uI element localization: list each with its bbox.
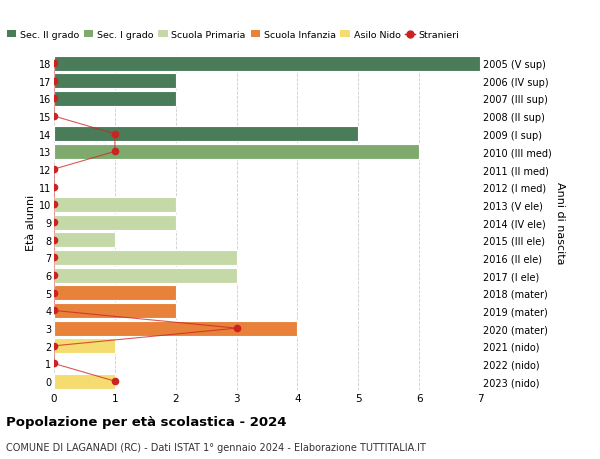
Bar	[54, 268, 236, 283]
Bar	[54, 145, 419, 160]
Y-axis label: Età alunni: Età alunni	[26, 195, 36, 251]
Bar	[54, 215, 176, 230]
Bar	[54, 339, 115, 353]
Bar	[54, 233, 115, 248]
Text: COMUNE DI LAGANADI (RC) - Dati ISTAT 1° gennaio 2024 - Elaborazione TUTTITALIA.I: COMUNE DI LAGANADI (RC) - Dati ISTAT 1° …	[6, 442, 426, 452]
Bar	[54, 56, 480, 72]
Bar	[54, 127, 358, 142]
Bar	[54, 285, 176, 301]
Bar	[54, 303, 176, 318]
Text: Popolazione per età scolastica - 2024: Popolazione per età scolastica - 2024	[6, 415, 287, 428]
Bar	[54, 321, 298, 336]
Bar	[54, 197, 176, 213]
Bar	[54, 74, 176, 89]
Y-axis label: Anni di nascita: Anni di nascita	[556, 181, 565, 264]
Bar	[54, 374, 115, 389]
Legend: Sec. II grado, Sec. I grado, Scuola Primaria, Scuola Infanzia, Asilo Nido, Stran: Sec. II grado, Sec. I grado, Scuola Prim…	[3, 27, 463, 44]
Bar	[54, 251, 236, 265]
Bar	[54, 92, 176, 106]
